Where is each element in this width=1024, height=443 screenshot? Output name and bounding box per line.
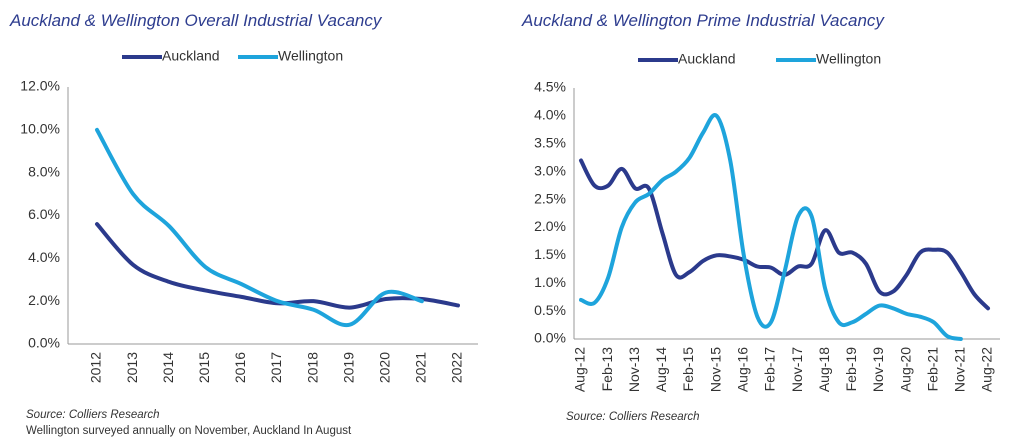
series-line bbox=[579, 158, 990, 311]
x-tick-label: Aug-18 bbox=[816, 347, 832, 392]
x-tick-label: Feb-17 bbox=[762, 347, 778, 392]
x-tick-label: 2017 bbox=[268, 352, 284, 383]
legend-label: Auckland bbox=[162, 48, 220, 64]
y-tick-label: 0.0% bbox=[534, 330, 566, 346]
y-tick-label: 3.5% bbox=[534, 134, 566, 150]
y-tick-label: 1.0% bbox=[534, 274, 566, 290]
x-tick-label: 2015 bbox=[196, 352, 212, 383]
x-tick-label: 2021 bbox=[413, 352, 429, 383]
chart-title: Auckland & Wellington Prime Industrial V… bbox=[521, 11, 885, 30]
x-tick-label: Nov-17 bbox=[789, 347, 805, 392]
x-tick-label: Nov-21 bbox=[952, 347, 968, 392]
x-tick-label: Feb-15 bbox=[680, 347, 696, 392]
x-tick-label: Nov-15 bbox=[707, 347, 723, 392]
source: Source: Colliers Research bbox=[26, 409, 160, 421]
x-tick-label: 2016 bbox=[232, 352, 248, 383]
series-line bbox=[95, 127, 424, 328]
note: Wellington surveyed annually on November… bbox=[26, 425, 352, 437]
x-tick-label: Feb-21 bbox=[924, 347, 940, 392]
x-tick-label: Aug-20 bbox=[897, 347, 913, 392]
x-tick-label: Aug-14 bbox=[653, 347, 669, 392]
series-line bbox=[579, 112, 963, 341]
chart-title: Auckland & Wellington Overall Industrial… bbox=[9, 11, 383, 30]
y-tick-label: 8.0% bbox=[28, 163, 60, 179]
y-tick-label: 12.0% bbox=[20, 78, 60, 94]
x-tick-label: Aug-16 bbox=[735, 347, 751, 392]
x-tick-label: 2013 bbox=[124, 352, 140, 383]
x-tick-label: 2022 bbox=[449, 352, 465, 383]
y-tick-label: 0.0% bbox=[28, 335, 60, 351]
y-tick-label: 0.5% bbox=[534, 302, 566, 318]
x-tick-label: Feb-13 bbox=[599, 347, 615, 392]
y-tick-label: 10.0% bbox=[20, 121, 60, 137]
legend-label: Wellington bbox=[278, 48, 343, 64]
x-tick-label: 2019 bbox=[340, 352, 356, 383]
y-tick-label: 3.0% bbox=[534, 162, 566, 178]
x-tick-label: 2018 bbox=[304, 352, 320, 383]
x-tick-label: Aug-22 bbox=[979, 347, 995, 392]
y-tick-label: 6.0% bbox=[28, 206, 60, 222]
x-tick-label: 2020 bbox=[377, 352, 393, 383]
x-tick-label: Nov-13 bbox=[626, 347, 642, 392]
x-tick-label: Aug-12 bbox=[572, 347, 588, 392]
y-tick-label: 4.0% bbox=[28, 249, 60, 265]
y-tick-label: 1.5% bbox=[534, 246, 566, 262]
x-tick-label: Feb-19 bbox=[843, 347, 859, 392]
x-tick-label: 2012 bbox=[88, 352, 104, 383]
y-tick-label: 4.0% bbox=[534, 107, 566, 123]
y-tick-label: 2.0% bbox=[28, 292, 60, 308]
y-tick-label: 2.5% bbox=[534, 190, 566, 206]
source: Source: Colliers Research bbox=[566, 411, 700, 423]
x-tick-label: Nov-19 bbox=[870, 347, 886, 392]
x-tick-label: 2014 bbox=[160, 352, 176, 383]
y-tick-label: 2.0% bbox=[534, 218, 566, 234]
y-tick-label: 4.5% bbox=[534, 79, 566, 95]
series-line bbox=[95, 222, 460, 310]
legend-label: Wellington bbox=[816, 51, 881, 67]
legend-label: Auckland bbox=[678, 51, 736, 67]
